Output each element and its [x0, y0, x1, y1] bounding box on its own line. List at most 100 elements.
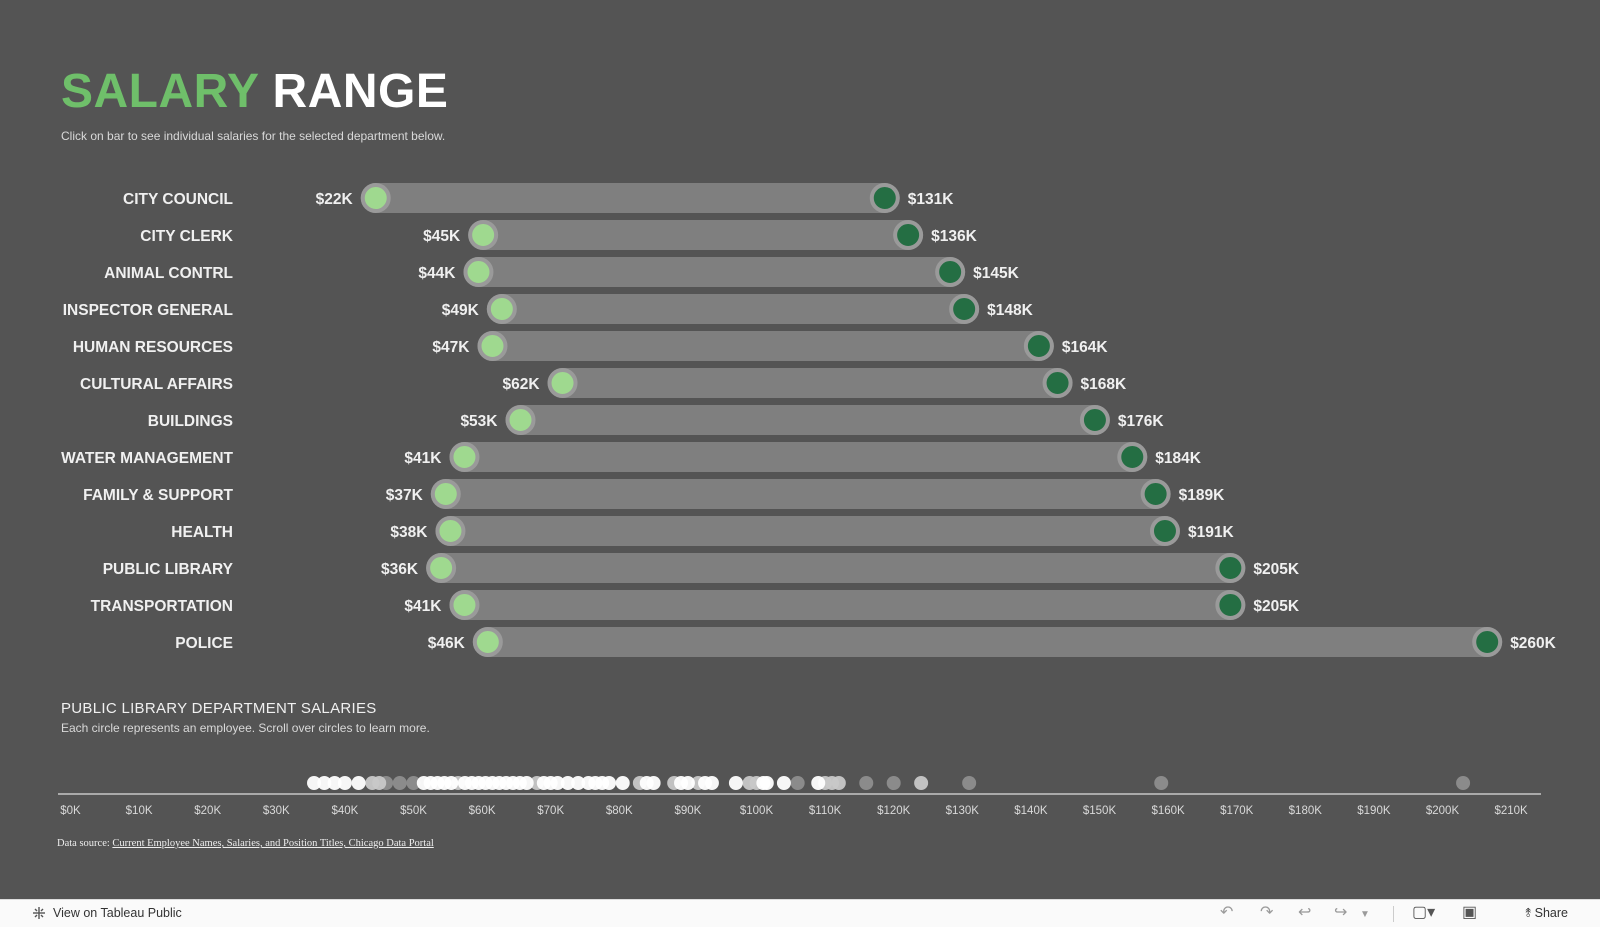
employee-dot[interactable]: [886, 776, 901, 790]
employee-dot[interactable]: [550, 776, 565, 790]
employee-dot[interactable]: [811, 776, 826, 790]
source-link[interactable]: Current Employee Names, Salaries, and Po…: [112, 838, 434, 849]
max-dot[interactable]: [893, 220, 924, 250]
max-dot[interactable]: [1215, 590, 1246, 620]
dept-row[interactable]: POLICE $46K $260K: [175, 627, 1557, 657]
min-dot[interactable]: [468, 220, 499, 250]
present-icon[interactable]: ▢▾: [1412, 904, 1436, 921]
employee-dot[interactable]: [914, 776, 929, 790]
max-dot[interactable]: [1149, 516, 1180, 546]
dept-row[interactable]: FAMILY & SUPPORT $37K $189K: [83, 479, 1225, 509]
min-dot[interactable]: [472, 627, 503, 657]
salary-distribution-chart[interactable]: $0K $10K $20K $30K $40K $50K $60K $70K $80K $90K $…: [0, 750, 1600, 820]
employee-dot[interactable]: [351, 776, 366, 790]
dept-row[interactable]: CULTURAL AFFAIRS $62K $168K: [80, 368, 1127, 398]
min-dot[interactable]: [463, 257, 494, 287]
employee-dot[interactable]: [859, 776, 874, 790]
dept-row[interactable]: PUBLIC LIBRARY $36K $205K: [103, 553, 1300, 583]
min-dot[interactable]: [547, 368, 578, 398]
min-dot[interactable]: [435, 516, 466, 546]
employee-dot[interactable]: [704, 776, 719, 790]
min-dot[interactable]: [477, 331, 508, 361]
view-on-tableau-label: View on Tableau Public: [53, 906, 182, 920]
dept-row[interactable]: CITY COUNCIL $22K $131K: [123, 183, 954, 213]
min-dot[interactable]: [449, 442, 480, 472]
max-dot[interactable]: [1117, 442, 1148, 472]
employee-dot[interactable]: [317, 776, 332, 790]
share-button[interactable]: ⥉ Share: [1525, 906, 1568, 921]
redo-icon[interactable]: ↷: [1260, 904, 1274, 921]
max-dot[interactable]: [935, 257, 966, 287]
employee-dot[interactable]: [444, 776, 459, 790]
toolbar-actions: ↶ ↷ ↩ ↪ ▼ ▢▾ ▣ ⥉ Share: [1200, 900, 1600, 927]
max-dot[interactable]: [1023, 331, 1054, 361]
dept-row[interactable]: INSPECTOR GENERAL $49K $148K: [63, 294, 1034, 324]
undo-icon[interactable]: ↶: [1220, 904, 1234, 921]
x-tick-label: $30K: [263, 805, 290, 817]
dept-salaries-title: PUBLIC LIBRARY DEPARTMENT SALARIES: [61, 700, 377, 717]
page-subtitle: Click on bar to see individual salaries …: [61, 129, 446, 143]
dept-label: FAMILY & SUPPORT: [83, 487, 233, 504]
revert-icon[interactable]: ↩: [1298, 904, 1312, 921]
employee-dot[interactable]: [307, 776, 322, 790]
max-dot[interactable]: [869, 183, 900, 213]
employee-dot[interactable]: [327, 776, 342, 790]
employee-dot[interactable]: [680, 776, 695, 790]
employee-dot[interactable]: [560, 776, 575, 790]
max-dot[interactable]: [1140, 479, 1171, 509]
employee-dot[interactable]: [392, 776, 407, 790]
employee-dot[interactable]: [1154, 776, 1169, 790]
min-dot[interactable]: [486, 294, 517, 324]
max-dot[interactable]: [1079, 405, 1110, 435]
max-value-label: $131K: [908, 191, 954, 208]
max-value-label: $184K: [1155, 450, 1201, 467]
employee-dot[interactable]: [372, 776, 387, 790]
min-dot[interactable]: [449, 590, 480, 620]
max-dot[interactable]: [949, 294, 980, 324]
x-tick-label: $110K: [809, 805, 842, 817]
employee-dot[interactable]: [571, 776, 586, 790]
employee-dot[interactable]: [406, 776, 421, 790]
dept-row[interactable]: ANIMAL CONTRL $44K $145K: [104, 257, 1020, 287]
dept-row[interactable]: BUILDINGS $53K $176K: [148, 405, 1165, 435]
dept-row[interactable]: HUMAN RESOURCES $47K $164K: [73, 331, 1109, 361]
min-dot[interactable]: [426, 553, 457, 583]
min-dot[interactable]: [505, 405, 536, 435]
employee-dot[interactable]: [831, 776, 846, 790]
employee-dot[interactable]: [728, 776, 743, 790]
employee-dot[interactable]: [759, 776, 774, 790]
dept-label: PUBLIC LIBRARY: [103, 561, 234, 578]
dept-label: HUMAN RESOURCES: [73, 339, 233, 356]
fullscreen-icon[interactable]: ▣: [1462, 904, 1478, 921]
x-tick-label: $90K: [674, 805, 701, 817]
employee-dot[interactable]: [1456, 776, 1471, 790]
employee-dot[interactable]: [776, 776, 791, 790]
max-dot[interactable]: [1042, 368, 1073, 398]
salary-range-chart[interactable]: CITY COUNCIL $22K $131K CITY CLERK $45K $136K…: [0, 170, 1600, 670]
employee-dot[interactable]: [519, 776, 534, 790]
view-on-tableau-link[interactable]: View on Tableau Public: [32, 906, 182, 920]
share-label: Share: [1534, 906, 1568, 920]
max-value-label: $164K: [1062, 339, 1108, 356]
dept-row[interactable]: WATER MANAGEMENT $41K $184K: [61, 442, 1202, 472]
max-dot[interactable]: [1215, 553, 1246, 583]
x-tick-label: $0K: [60, 805, 81, 817]
min-dot[interactable]: [430, 479, 461, 509]
employee-dot[interactable]: [615, 776, 630, 790]
refresh-icon[interactable]: ↪: [1334, 904, 1348, 921]
employee-dot[interactable]: [646, 776, 661, 790]
max-value-label: $136K: [931, 228, 977, 245]
dropdown-icon[interactable]: ▼: [1360, 909, 1370, 920]
min-value-label: $38K: [390, 524, 428, 541]
tableau-logo-icon: [33, 907, 45, 919]
min-dot[interactable]: [360, 183, 391, 213]
dept-row[interactable]: TRANSPORTATION $41K $205K: [91, 590, 1300, 620]
dept-row[interactable]: HEALTH $38K $191K: [171, 516, 1234, 546]
dept-row[interactable]: CITY CLERK $45K $136K: [140, 220, 978, 250]
employee-dot[interactable]: [790, 776, 805, 790]
x-tick-label: $20K: [194, 805, 221, 817]
employee-dot[interactable]: [962, 776, 977, 790]
employee-dot[interactable]: [602, 776, 617, 790]
max-dot[interactable]: [1472, 627, 1503, 657]
employee-dot[interactable]: [337, 776, 352, 790]
